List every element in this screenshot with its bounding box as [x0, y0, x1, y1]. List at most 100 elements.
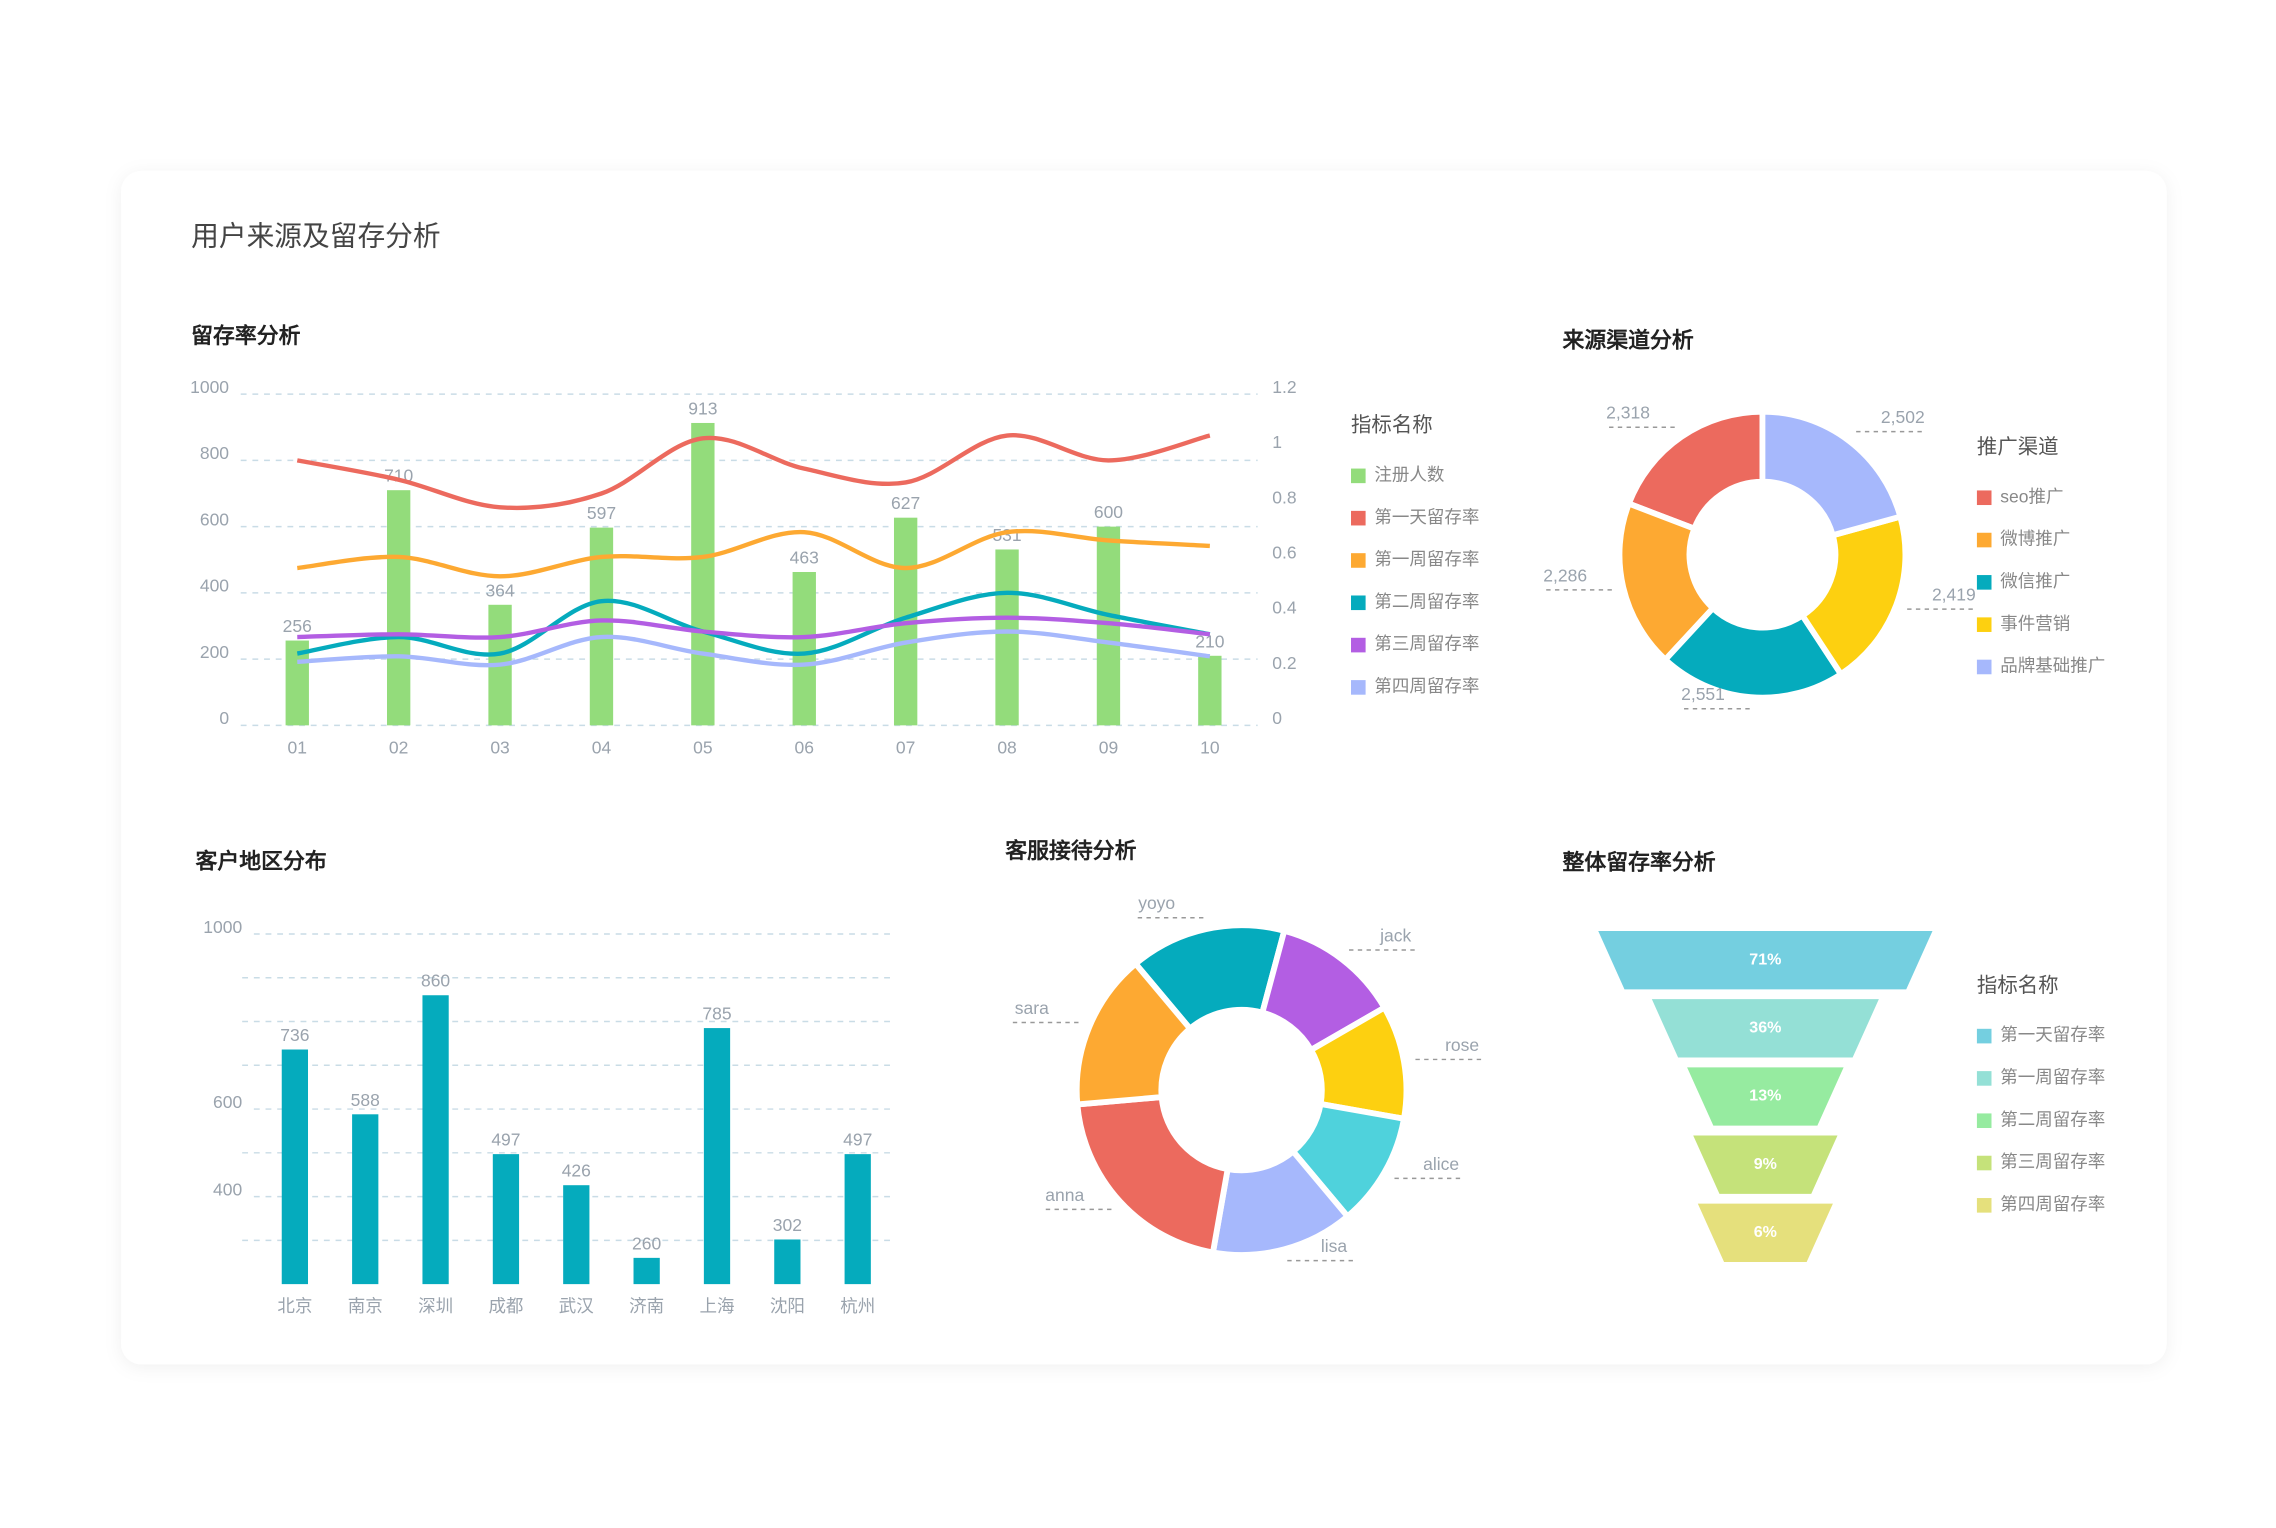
x-tick-label: 04 [592, 737, 612, 757]
data-label: 600 [1094, 502, 1123, 522]
legend-title: 指标名称 [1351, 414, 1433, 437]
data-label: 210 [1195, 631, 1224, 651]
y-tick-label: 0 [219, 708, 229, 728]
x-tick-label: 05 [693, 737, 712, 757]
x-tick-label: 上海 [700, 1296, 735, 1316]
data-label: 497 [491, 1130, 520, 1150]
legend-label: 品牌基础推广 [2000, 656, 2105, 676]
line [296, 433, 1211, 511]
legend-swatch [1976, 1113, 1992, 1129]
legend-swatch [1976, 1071, 1992, 1086]
bar [352, 1114, 379, 1285]
bar [774, 1239, 801, 1285]
x-tick-label: 03 [490, 737, 509, 757]
line [297, 528, 1210, 579]
funnel-level [1598, 931, 1933, 990]
data-label: 736 [280, 1025, 309, 1045]
data-label: 588 [351, 1090, 380, 1110]
slice-label: sara [1015, 998, 1049, 1018]
page-title: 用户来源及留存分析 [191, 220, 440, 251]
bar [792, 571, 816, 726]
x-tick-label: 06 [795, 737, 814, 757]
slice [1625, 408, 1766, 532]
slice [1799, 513, 1909, 678]
legend-swatch [1976, 617, 1992, 632]
slice [1073, 960, 1193, 1108]
legend-swatch [1351, 680, 1366, 695]
bar [589, 527, 614, 726]
legend-swatch [1351, 468, 1366, 484]
legend-label: 第二周留存率 [2000, 1109, 2105, 1129]
bar [691, 422, 715, 726]
legend-label: 第一周留存率 [1374, 549, 1479, 569]
slice [1759, 408, 1904, 539]
data-label: 302 [773, 1215, 802, 1235]
legend-title: 推广渠道 [1977, 436, 2059, 459]
bar [1096, 526, 1121, 726]
slice [1074, 1094, 1231, 1256]
x-tick-label: 杭州 [840, 1296, 875, 1316]
line [296, 590, 1211, 657]
slice [1616, 500, 1716, 663]
y2-tick-label: 0.8 [1272, 487, 1296, 507]
legend-label: 事件营销 [2000, 613, 2070, 633]
x-tick-label: 09 [1099, 737, 1118, 757]
data-label: 627 [891, 493, 920, 513]
x-tick-label: 01 [288, 737, 307, 757]
data-label: 860 [421, 971, 450, 991]
x-tick-label: 南京 [348, 1296, 383, 1316]
x-tick-label: 02 [389, 737, 408, 757]
funnel-level [1651, 999, 1879, 1058]
data-label: 497 [843, 1130, 872, 1150]
legend-swatch [1351, 637, 1366, 653]
slice-label: 2,502 [1881, 407, 1925, 427]
funnel-level [1687, 1067, 1844, 1126]
y2-tick-label: 0.2 [1272, 653, 1296, 673]
y-tick-label: 600 [213, 1092, 242, 1112]
funnel-label: 9% [1754, 1155, 1777, 1173]
slice-label: lisa [1321, 1236, 1348, 1256]
legend-label: 第三周留存率 [1374, 634, 1479, 654]
legend-label: seo推广 [2000, 486, 2063, 506]
slice-label: 2,551 [1681, 684, 1725, 704]
y-tick-label: 400 [213, 1179, 242, 1199]
x-tick-label: 08 [997, 737, 1016, 757]
data-label: 426 [562, 1161, 591, 1181]
bar [492, 1154, 520, 1285]
y-tick-label: 200 [200, 642, 229, 662]
bar [633, 1257, 660, 1285]
slice-label: jack [1379, 926, 1411, 946]
funnel-label: 36% [1749, 1019, 1781, 1037]
funnel-label: 6% [1754, 1223, 1777, 1241]
x-tick-label: 济南 [629, 1296, 664, 1316]
y2-tick-label: 0.4 [1272, 598, 1297, 618]
y2-tick-label: 0.6 [1272, 543, 1296, 563]
legend-label: 第一天留存率 [2000, 1025, 2105, 1045]
legend-swatch [1351, 510, 1366, 526]
bar [386, 490, 411, 726]
funnel-level [1697, 1203, 1833, 1262]
legend-swatch [1976, 1028, 1992, 1044]
data-label: 785 [702, 1004, 731, 1024]
x-tick-label: 沈阳 [770, 1296, 805, 1316]
y2-tick-label: 1.2 [1272, 377, 1296, 397]
y-tick-label: 1000 [190, 377, 229, 397]
data-label: 256 [283, 616, 312, 636]
legend-swatch [1976, 1155, 1992, 1171]
legend-label: 注册人数 [1374, 464, 1444, 484]
y-tick-label: 1000 [203, 917, 242, 937]
slice-label: 2,318 [1606, 403, 1650, 423]
legend-label: 第一周留存率 [2000, 1067, 2105, 1087]
slice [1662, 605, 1844, 701]
slice-label: 2,419 [1932, 585, 1976, 605]
y2-tick-label: 1 [1272, 432, 1282, 452]
legend-label: 第三周留存率 [2000, 1152, 2105, 1172]
x-tick-label: 武汉 [559, 1296, 594, 1316]
y-tick-label: 800 [200, 443, 229, 463]
slice-label: rose [1445, 1035, 1479, 1055]
funnel-label: 13% [1749, 1087, 1781, 1105]
legend-swatch [1976, 1198, 1992, 1213]
chart-title: 留存率分析 [191, 323, 300, 348]
